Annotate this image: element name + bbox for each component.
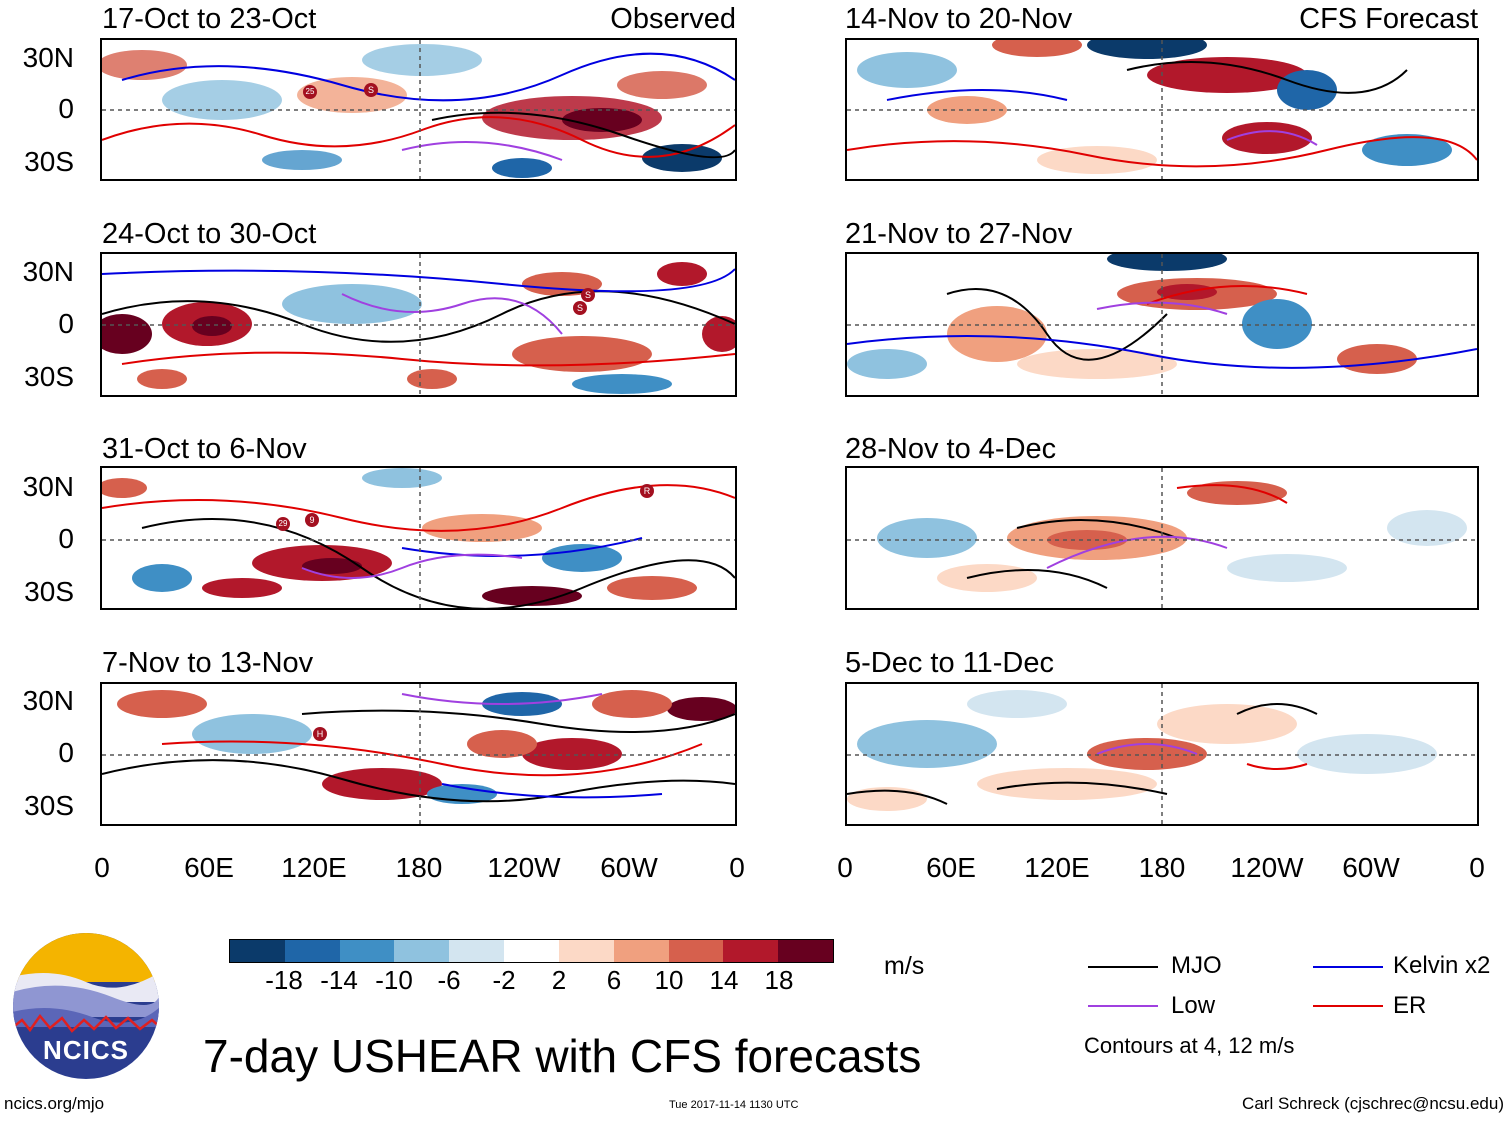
storm-marker: S xyxy=(573,301,587,315)
lon-label: 60E xyxy=(926,852,976,883)
lat-label: 30N xyxy=(22,471,74,502)
panel-title-l1: 17-Oct to 23-Oct xyxy=(102,3,317,35)
logo-text: NCICS xyxy=(43,1035,129,1065)
lon-label: 60W xyxy=(1342,852,1400,883)
panel-title-l4: 7-Nov to 13-Nov xyxy=(102,647,314,679)
colorbar-label: -18 xyxy=(265,965,303,995)
storm-marker: R xyxy=(640,484,654,498)
map-panel-observed-1: 25 S xyxy=(100,38,737,181)
colorbar-swatch xyxy=(284,940,340,962)
lat-label: 30N xyxy=(22,685,74,716)
lon-label: 60W xyxy=(600,852,658,883)
lat-label: 0 xyxy=(58,523,74,554)
map-panel-observed-2: S S xyxy=(100,252,737,397)
lon-label: 0 xyxy=(94,852,110,883)
panel-title-r2: 21-Nov to 27-Nov xyxy=(845,218,1073,250)
colorbar-label: 14 xyxy=(709,965,739,995)
colorbar-swatch xyxy=(613,940,669,962)
units-label: m/s xyxy=(884,952,925,980)
colorbar-swatch xyxy=(394,940,450,962)
lon-label: 60E xyxy=(184,852,234,883)
panel-title-r1: 14-Nov to 20-Nov xyxy=(845,3,1073,35)
legend-line-mjo xyxy=(1088,966,1158,968)
lat-label: 30N xyxy=(22,42,74,73)
map-panel-observed-3: 29 9 R xyxy=(100,466,737,610)
panel-title-l2: 24-Oct to 30-Oct xyxy=(102,218,317,250)
lon-label: 120E xyxy=(281,852,347,883)
lon-label: 0 xyxy=(837,852,853,883)
legend-label-mjo: MJO xyxy=(1171,952,1222,979)
timestamp: Tue 2017-11-14 1130 UTC xyxy=(669,1099,799,1111)
ncics-logo: NCICS xyxy=(12,932,160,1080)
legend-label-er: ER xyxy=(1393,992,1427,1019)
lat-label: 0 xyxy=(58,93,74,124)
lat-label: 30S xyxy=(24,790,74,821)
legend-line-low xyxy=(1088,1005,1158,1007)
storm-marker: S xyxy=(364,83,378,97)
lon-label: 120E xyxy=(1024,852,1090,883)
colorbar-swatch xyxy=(339,940,395,962)
contour-note: Contours at 4, 12 m/s xyxy=(1084,1033,1295,1058)
storm-marker: S xyxy=(581,288,595,302)
colorbar-swatch xyxy=(778,940,833,962)
lat-label: 30S xyxy=(24,576,74,607)
map-panel-forecast-1 xyxy=(845,38,1479,181)
colorbar-swatch xyxy=(558,940,614,962)
colorbar-swatch xyxy=(504,940,559,962)
colorbar-label: -2 xyxy=(492,965,516,995)
colorbar-label: 18 xyxy=(764,965,794,995)
lon-label: 180 xyxy=(395,852,443,883)
website-link[interactable]: ncics.org/mjo xyxy=(4,1094,105,1113)
legend-label-low: Low xyxy=(1171,992,1216,1019)
lat-label: 30N xyxy=(22,256,74,287)
legend-line-er xyxy=(1313,1005,1383,1007)
lat-label: 0 xyxy=(58,737,74,768)
lon-label: 120W xyxy=(487,852,561,883)
panel-title-r4: 5-Dec to 11-Dec xyxy=(845,647,1054,679)
panel-title-l3: 31-Oct to 6-Nov xyxy=(102,433,307,465)
colorbar-label: -14 xyxy=(320,965,358,995)
colorbar-label: -6 xyxy=(437,965,461,995)
storm-marker: 29 xyxy=(276,517,290,531)
map-panel-forecast-4 xyxy=(845,682,1479,826)
colorbar-swatch xyxy=(449,940,505,962)
colorbar-label: 2 xyxy=(551,965,567,995)
storm-marker: H xyxy=(313,727,327,741)
author-credit: Carl Schreck (cjschrec@ncsu.edu) xyxy=(1242,1094,1504,1113)
lon-label: 0 xyxy=(729,852,745,883)
lon-label: 180 xyxy=(1138,852,1186,883)
map-panel-forecast-2 xyxy=(845,252,1479,397)
colorbar xyxy=(229,939,834,963)
figure-title: 7-day USHEAR with CFS forecasts xyxy=(203,1030,922,1082)
storm-marker: 9 xyxy=(305,513,319,527)
legend-line-kelvin xyxy=(1313,966,1383,968)
storm-marker: 25 xyxy=(303,85,317,99)
lat-label: 30S xyxy=(24,146,74,177)
legend-label-kelvin: Kelvin x2 xyxy=(1393,952,1491,979)
observed-label: Observed xyxy=(610,3,736,35)
map-panel-forecast-3 xyxy=(845,466,1479,610)
lat-label: 30S xyxy=(24,361,74,392)
colorbar-label: 10 xyxy=(654,965,684,995)
panel-title-r3: 28-Nov to 4-Dec xyxy=(845,433,1057,465)
map-panel-observed-4: H xyxy=(100,682,737,826)
colorbar-label: 6 xyxy=(606,965,622,995)
colorbar-label: -10 xyxy=(375,965,413,995)
colorbar-swatch xyxy=(723,940,779,962)
lat-label: 0 xyxy=(58,308,74,339)
colorbar-swatch xyxy=(668,940,724,962)
lon-label: 120W xyxy=(1230,852,1304,883)
lon-label: 0 xyxy=(1469,852,1485,883)
colorbar-swatch xyxy=(230,940,285,962)
cfs-forecast-label: CFS Forecast xyxy=(1299,3,1478,35)
